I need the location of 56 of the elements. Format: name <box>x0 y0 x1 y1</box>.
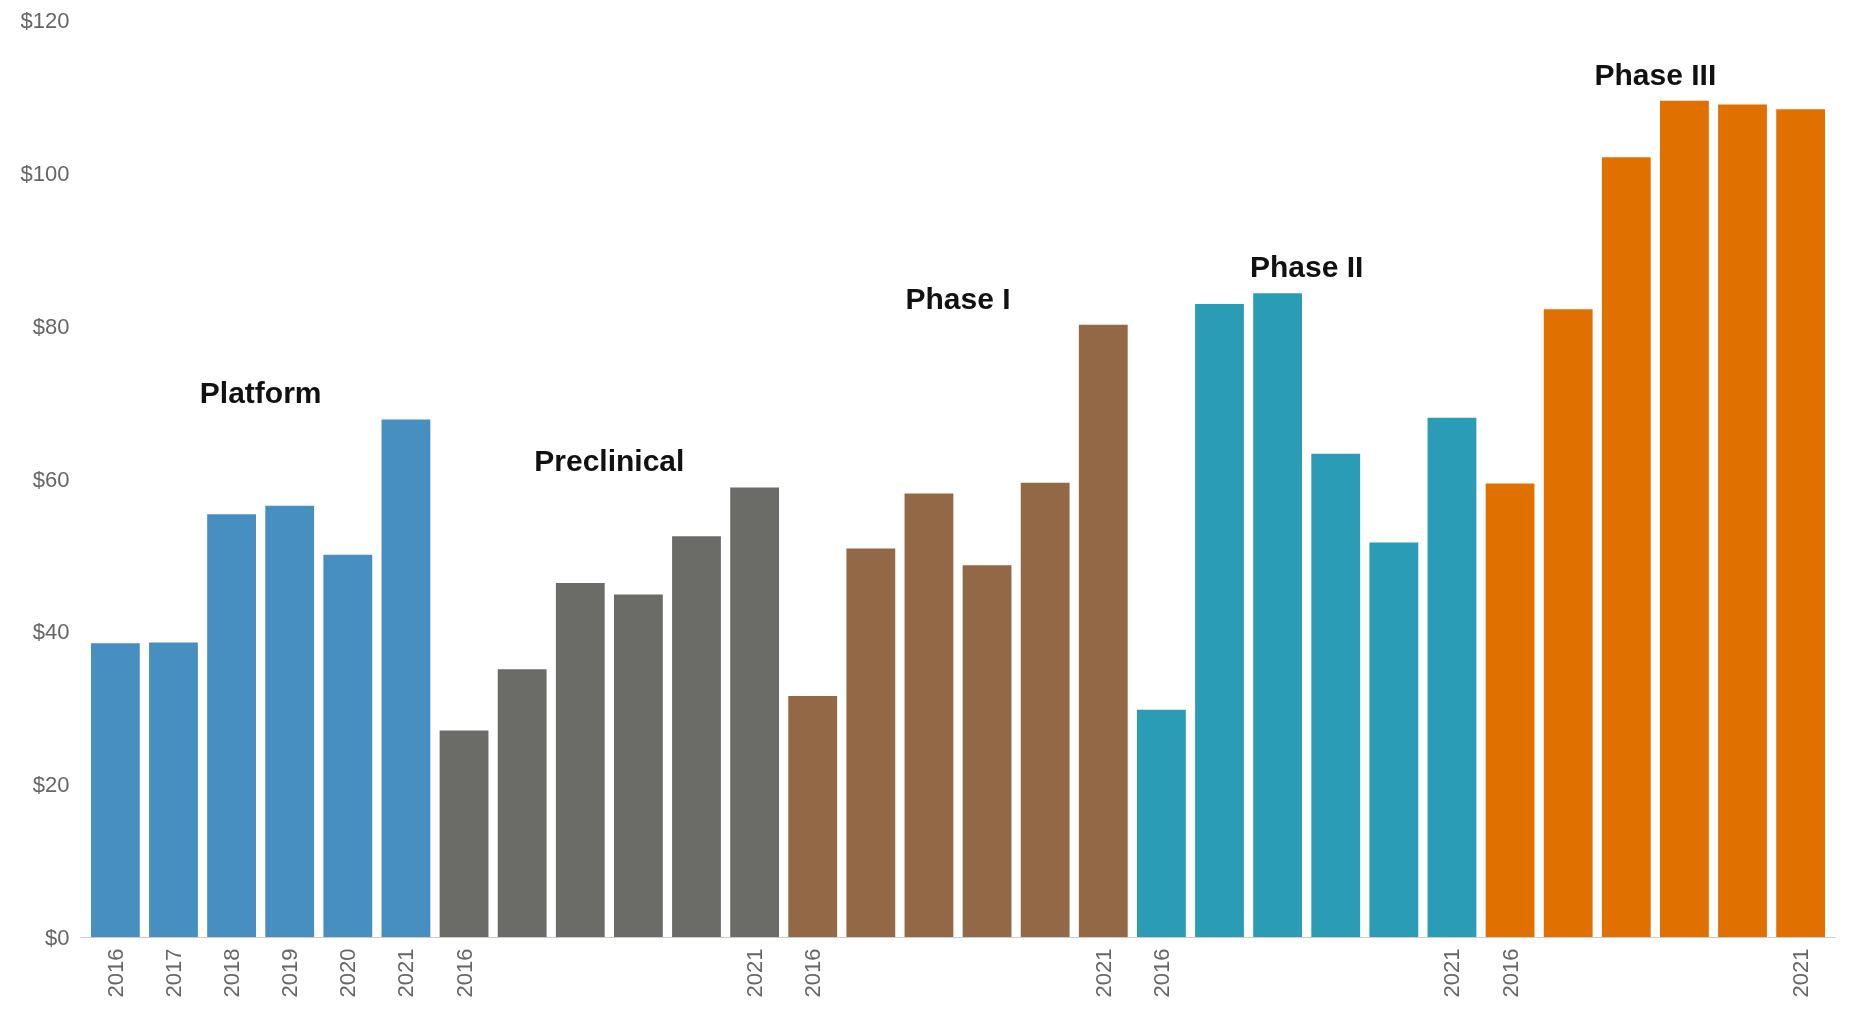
text: Platform <box>199 376 322 410</box>
series-label: Phase II <box>1249 250 1364 284</box>
y-tick-label: $120 <box>20 8 70 33</box>
bar <box>1543 309 1593 938</box>
bar <box>846 548 896 938</box>
x-tick-label: 2020 <box>335 948 361 998</box>
bar <box>672 536 721 938</box>
bar <box>555 582 605 938</box>
x-tick-label: 2016 <box>451 948 477 998</box>
bar <box>962 565 1012 938</box>
bar <box>1776 109 1826 938</box>
x-tick-label: 2018 <box>219 948 245 998</box>
x-tick-label: 2016 <box>1148 948 1174 998</box>
bar <box>1020 482 1070 938</box>
bar <box>1253 293 1303 938</box>
x-tick-label: 2021 <box>1439 948 1465 998</box>
bar <box>1311 453 1361 938</box>
bar <box>439 730 489 938</box>
bar <box>381 419 431 938</box>
bar <box>90 643 140 938</box>
bar <box>149 642 198 938</box>
bar <box>730 487 780 938</box>
series-label: Preclinical <box>534 444 685 478</box>
x-tick-label: 2021 <box>393 948 419 998</box>
bar <box>323 554 373 938</box>
bar <box>1136 709 1186 938</box>
x-tick-label: 2016 <box>1497 948 1523 998</box>
y-tick-label: $20 <box>32 772 70 798</box>
x-tick-label: 2021 <box>742 948 768 998</box>
bar <box>1660 100 1709 938</box>
x-tick-label: 2016 <box>102 948 128 998</box>
bar <box>497 669 547 938</box>
bar <box>1718 104 1767 938</box>
bar <box>1078 324 1128 938</box>
text: Phase I <box>905 281 1011 315</box>
bar <box>613 594 663 938</box>
bar <box>1195 304 1244 938</box>
bar <box>207 514 256 938</box>
bar <box>1601 157 1651 938</box>
bar <box>1427 417 1477 938</box>
x-tick-label: 2016 <box>800 948 826 998</box>
y-tick-label: $0 <box>45 925 70 950</box>
bar <box>1369 542 1419 938</box>
x-tick-label: 2021 <box>1090 948 1116 998</box>
x-tick-label: 2017 <box>160 948 186 998</box>
x-tick-label: 2019 <box>277 948 303 998</box>
bar <box>265 505 315 938</box>
bar <box>904 493 954 938</box>
bar <box>1485 483 1535 938</box>
y-tick-label: $60 <box>32 466 70 492</box>
y-tick-label: $100 <box>20 160 70 186</box>
bar <box>788 696 838 938</box>
y-tick-label: $40 <box>32 619 70 645</box>
series-label: Phase III <box>1594 57 1717 91</box>
y-tick-label: $80 <box>32 313 70 339</box>
x-tick-label: 2021 <box>1788 948 1814 998</box>
